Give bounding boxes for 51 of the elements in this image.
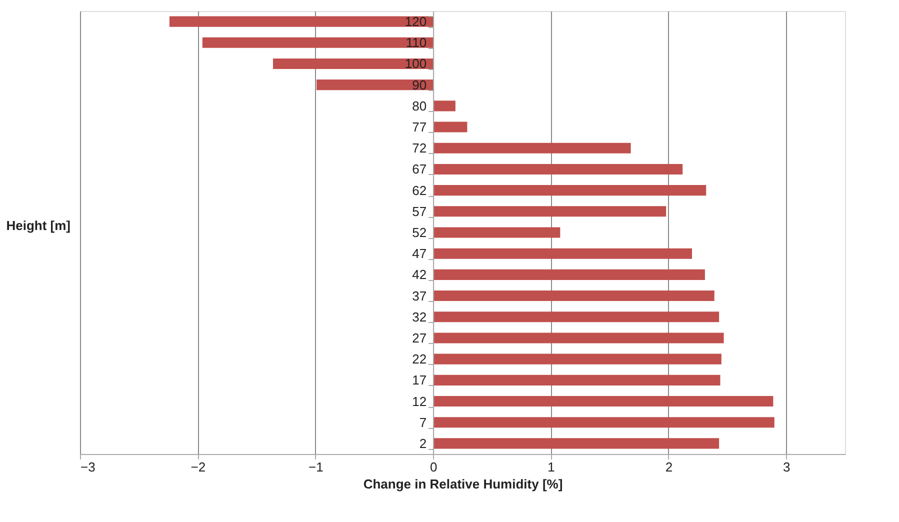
y-tick-label: 90 [412, 77, 427, 92]
bar [433, 142, 631, 154]
bar [433, 269, 705, 280]
bar [433, 248, 692, 259]
y-tick-label: 17 [412, 372, 427, 388]
bar [202, 37, 434, 48]
bar [169, 16, 434, 27]
y-tick-label: 72 [412, 140, 427, 156]
bar [433, 374, 720, 386]
x-tick-label: 3 [783, 460, 790, 474]
x-tick-label: −3 [80, 460, 96, 474]
y-tick-label: 62 [412, 182, 427, 198]
y-tick-label: 27 [412, 330, 427, 346]
x-tick-label: 0 [430, 460, 438, 474]
y-tick-label: 77 [412, 120, 427, 135]
y-tick-label: 47 [412, 246, 427, 262]
y-tick-label: 67 [412, 162, 427, 177]
y-tick-label: 32 [412, 309, 427, 324]
x-tick-label: 1 [548, 460, 555, 474]
y-axis-title: Height [m] [6, 218, 70, 233]
bar [433, 164, 683, 174]
y-tick-label: 22 [412, 352, 427, 367]
bar [433, 438, 720, 449]
bar [433, 206, 666, 217]
y-tick-label: 7 [419, 414, 427, 430]
y-tick-label: 110 [406, 35, 427, 50]
bar [433, 312, 720, 322]
x-axis-title: Change in Relative Humidity [%] [363, 476, 563, 492]
y-tick-label: 80 [412, 98, 427, 114]
bar [273, 58, 434, 70]
x-tick-label: −1 [308, 460, 324, 474]
bar [433, 354, 722, 364]
bar [433, 290, 714, 302]
y-tick-label: 42 [412, 267, 427, 282]
y-tick-label: 120 [404, 14, 427, 30]
bar [433, 185, 706, 196]
y-tick-label: 37 [412, 288, 427, 304]
y-tick-label: 12 [412, 394, 427, 409]
y-tick-label: 100 [404, 56, 427, 72]
bar [316, 80, 434, 90]
bar [433, 417, 774, 428]
x-tick-label: −2 [190, 460, 206, 474]
y-tick-label: 57 [412, 204, 427, 219]
y-tick-label: 52 [412, 225, 427, 240]
bar [433, 122, 468, 132]
bar [433, 332, 724, 344]
bar [433, 396, 774, 407]
x-tick-label: 2 [665, 460, 673, 474]
y-tick-label: 2 [419, 436, 427, 451]
bar [433, 100, 456, 112]
bar [433, 227, 560, 238]
